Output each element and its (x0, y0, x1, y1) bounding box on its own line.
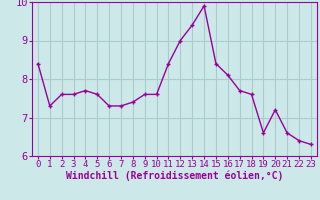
X-axis label: Windchill (Refroidissement éolien,°C): Windchill (Refroidissement éolien,°C) (66, 171, 283, 181)
